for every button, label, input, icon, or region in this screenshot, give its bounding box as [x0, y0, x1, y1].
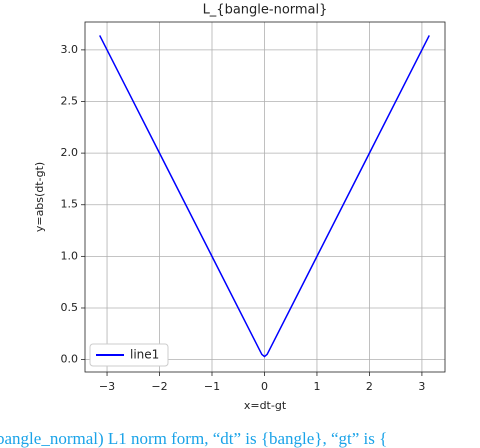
y-tick-label: 1.0: [61, 249, 79, 262]
x-tick-label: −3: [99, 380, 115, 393]
data-line: [99, 35, 430, 358]
x-tick-label: 2: [366, 380, 373, 393]
y-tick-label: 3.0: [61, 43, 79, 56]
chart-title: L_{bangle-normal}: [203, 3, 328, 18]
plot-frame: [84, 21, 446, 373]
x-tick-label: −2: [151, 380, 167, 393]
y-tick-label: 2.0: [61, 146, 79, 159]
caption: bangle_normal) L1 norm form, “dt” is {ba…: [0, 429, 387, 448]
legend-label: line1: [130, 348, 159, 362]
x-tick-label: −1: [204, 380, 220, 393]
x-tick-label: 3: [418, 380, 425, 393]
y-tick-label: 1.5: [61, 198, 79, 211]
y-tick-label: 0.0: [61, 353, 79, 366]
x-tick-label: 1: [313, 380, 320, 393]
y-tick-label: 0.5: [61, 301, 79, 314]
legend-box: [89, 343, 169, 367]
x-axis-label: x=dt-gt: [244, 399, 287, 412]
y-tick-label: 2.5: [61, 94, 79, 107]
x-tick-label: 0: [261, 380, 268, 393]
y-axis-label: y=abs(dt-gt): [33, 162, 46, 232]
